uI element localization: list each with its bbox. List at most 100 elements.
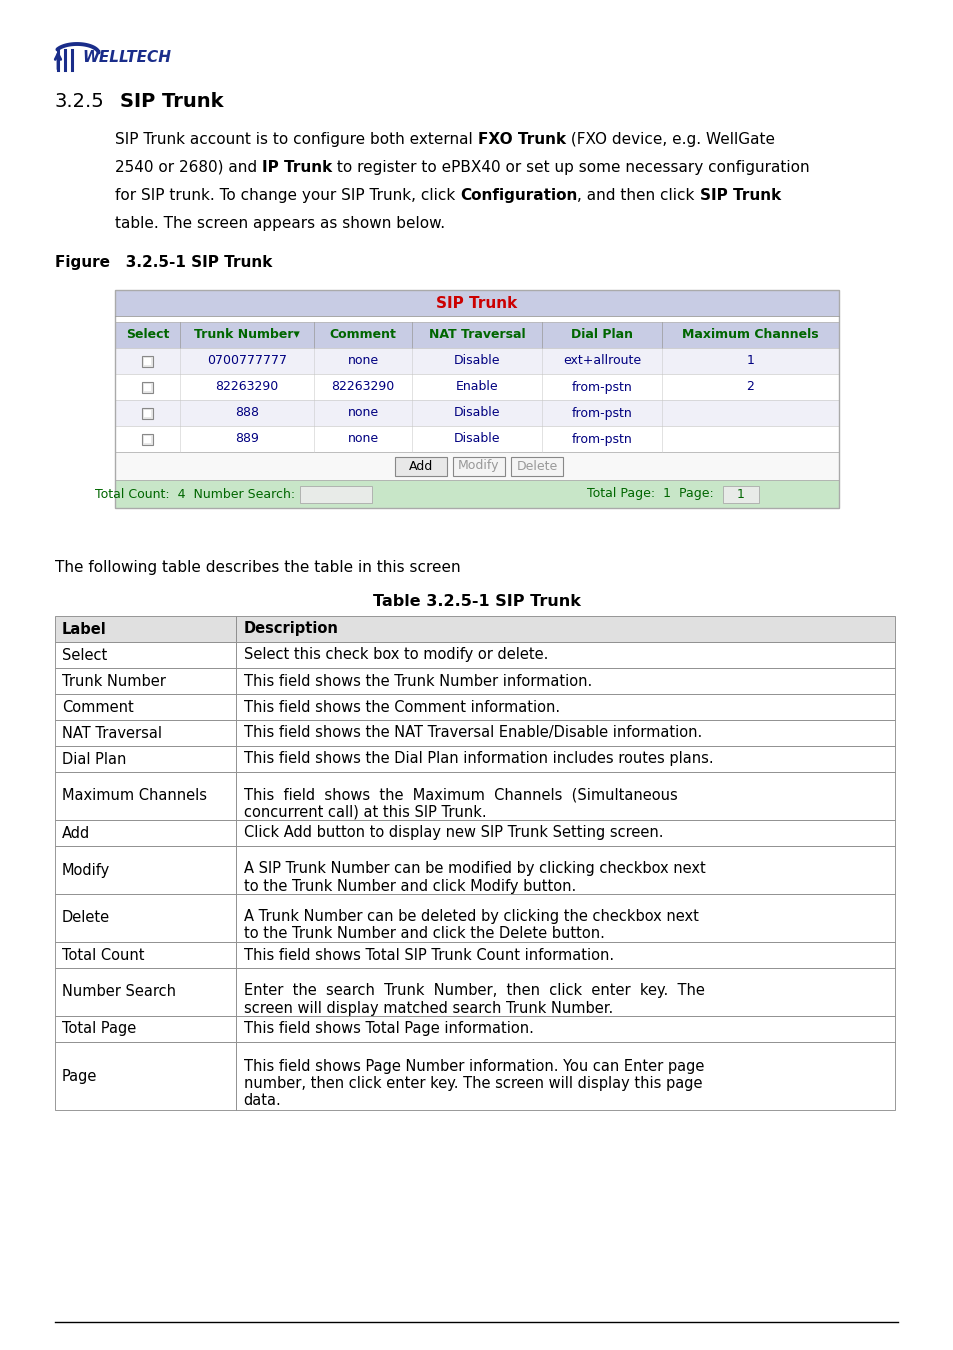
Text: (FXO device, e.g. WellGate: (FXO device, e.g. WellGate	[565, 132, 774, 147]
Bar	[299, 486, 372, 502]
Text: Configuration: Configuration	[459, 188, 577, 202]
Text: 1: 1	[745, 355, 754, 367]
Text: A Trunk Number can be deleted by clicking the checkbox next: A Trunk Number can be deleted by clickin…	[243, 910, 698, 925]
Text: Trunk Number: Trunk Number	[62, 674, 166, 688]
Text: Select this check box to modify or delete.: Select this check box to modify or delet…	[243, 648, 547, 663]
Bar	[235, 616, 894, 643]
Bar	[115, 452, 838, 481]
Bar	[55, 643, 235, 668]
Bar	[55, 616, 235, 643]
Text: none: none	[347, 432, 378, 446]
Text: Modify: Modify	[62, 863, 111, 878]
Text: concurrent call) at this SIP Trunk.: concurrent call) at this SIP Trunk.	[243, 805, 486, 819]
Text: This field shows the Dial Plan information includes routes plans.: This field shows the Dial Plan informati…	[243, 752, 713, 767]
Text: ext+allroute: ext+allroute	[562, 355, 640, 367]
Text: Trunk Number▾: Trunk Number▾	[194, 328, 299, 342]
Text: from-pstn: from-pstn	[571, 432, 632, 446]
Bar	[55, 694, 235, 720]
Text: Total Page: Total Page	[62, 1022, 136, 1037]
Text: for SIP trunk. To change your SIP Trunk, click: for SIP trunk. To change your SIP Trunk,…	[115, 188, 459, 202]
Text: 82263290: 82263290	[215, 381, 278, 393]
Bar	[144, 436, 151, 443]
Bar	[115, 290, 838, 508]
Bar	[235, 819, 894, 846]
Text: Click Add button to display new SIP Trunk Setting screen.: Click Add button to display new SIP Trun…	[243, 825, 662, 841]
Text: SIP Trunk: SIP Trunk	[436, 296, 517, 310]
Bar	[235, 1017, 894, 1042]
Bar	[55, 772, 235, 819]
Bar	[235, 1042, 894, 1110]
Text: Disable: Disable	[454, 355, 499, 367]
Text: 888: 888	[234, 406, 259, 420]
Bar	[115, 400, 838, 427]
Text: Total Count:  4  Number Search:: Total Count: 4 Number Search:	[94, 487, 294, 501]
Bar	[142, 355, 152, 366]
Text: 2: 2	[745, 381, 754, 393]
Text: 1: 1	[737, 487, 744, 501]
Bar	[115, 290, 838, 316]
Text: data.: data.	[243, 1094, 281, 1108]
Bar	[115, 316, 838, 323]
Bar	[142, 382, 152, 393]
Bar	[115, 374, 838, 400]
Bar	[55, 1017, 235, 1042]
Bar	[142, 408, 152, 418]
Bar	[235, 772, 894, 819]
Text: Maximum Channels: Maximum Channels	[681, 328, 818, 342]
Bar	[144, 358, 151, 364]
Text: A SIP Trunk Number can be modified by clicking checkbox next: A SIP Trunk Number can be modified by cl…	[243, 861, 704, 876]
Bar	[115, 481, 838, 508]
Text: none: none	[347, 406, 378, 420]
Text: table. The screen appears as shown below.: table. The screen appears as shown below…	[115, 216, 445, 231]
Bar	[55, 1042, 235, 1110]
Bar	[55, 819, 235, 846]
Text: NAT Traversal: NAT Traversal	[428, 328, 525, 342]
Text: 889: 889	[235, 432, 259, 446]
Text: Disable: Disable	[454, 406, 499, 420]
Text: This field shows Page Number information. You can Enter page: This field shows Page Number information…	[243, 1058, 703, 1075]
Bar	[722, 486, 759, 502]
Text: SIP Trunk: SIP Trunk	[120, 92, 223, 111]
Text: 0700777777: 0700777777	[207, 355, 287, 367]
Bar	[235, 694, 894, 720]
Bar	[395, 456, 447, 475]
Text: number, then click enter key. The screen will display this page: number, then click enter key. The screen…	[243, 1076, 701, 1091]
Bar	[235, 894, 894, 942]
Bar	[55, 668, 235, 694]
Bar	[115, 348, 838, 374]
Bar	[55, 720, 235, 747]
Bar	[235, 720, 894, 747]
Text: The following table describes the table in this screen: The following table describes the table …	[55, 560, 460, 575]
Bar	[115, 427, 838, 452]
Text: Comment: Comment	[329, 328, 396, 342]
Bar	[235, 968, 894, 1017]
Text: to register to ePBX40 or set up some necessary configuration: to register to ePBX40 or set up some nec…	[332, 161, 809, 176]
Bar	[235, 942, 894, 968]
Bar	[55, 747, 235, 772]
Text: Add: Add	[409, 459, 433, 472]
Text: Number Search: Number Search	[62, 984, 175, 999]
Text: This  field  shows  the  Maximum  Channels  (Simultaneous: This field shows the Maximum Channels (S…	[243, 787, 677, 802]
Bar	[235, 747, 894, 772]
Bar	[142, 433, 152, 444]
Bar	[235, 846, 894, 894]
Text: from-pstn: from-pstn	[571, 381, 632, 393]
Text: Dial Plan: Dial Plan	[570, 328, 632, 342]
Text: This field shows the Comment information.: This field shows the Comment information…	[243, 699, 559, 714]
Text: Select: Select	[62, 648, 107, 663]
Bar	[235, 668, 894, 694]
Text: 3.2.5: 3.2.5	[55, 92, 105, 111]
Text: Label: Label	[62, 621, 107, 636]
Text: FXO Trunk: FXO Trunk	[477, 132, 565, 147]
Text: screen will display matched search Trunk Number.: screen will display matched search Trunk…	[243, 1000, 612, 1015]
Text: Disable: Disable	[454, 432, 499, 446]
Bar	[453, 456, 504, 475]
Bar	[115, 323, 838, 348]
Text: WELLTECH: WELLTECH	[82, 50, 171, 65]
Bar	[55, 942, 235, 968]
Text: Delete: Delete	[516, 459, 558, 472]
Bar	[55, 846, 235, 894]
Text: This field shows the NAT Traversal Enable/Disable information.: This field shows the NAT Traversal Enabl…	[243, 725, 701, 741]
Text: Description: Description	[243, 621, 338, 636]
Bar	[144, 383, 151, 390]
